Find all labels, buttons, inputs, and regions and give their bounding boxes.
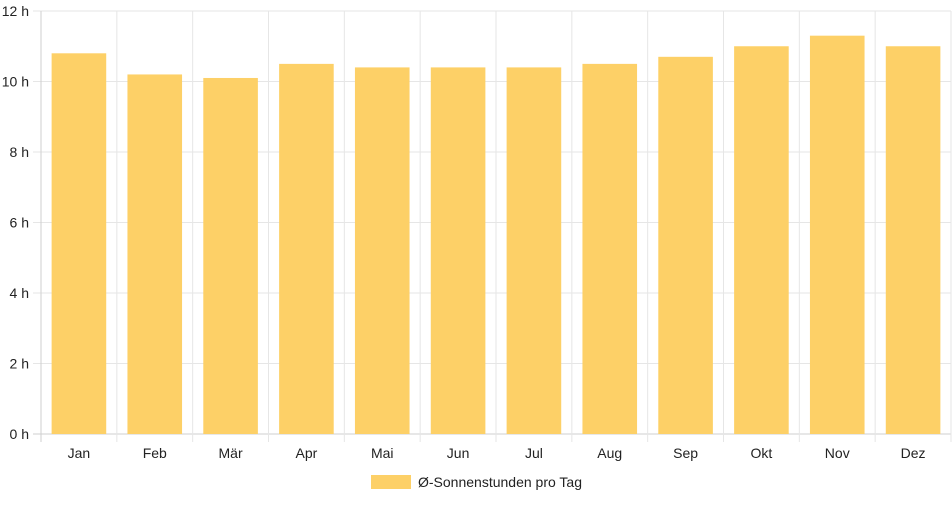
y-tick-label: 10 h <box>2 74 29 90</box>
y-tick-label: 0 h <box>10 426 29 442</box>
axes: 0 h 2 h 4 h 6 h 8 h 10 h 12 h Jan Feb Mär Apr Mai Ju… <box>2 3 926 461</box>
x-tick-label: Jul <box>525 445 543 461</box>
legend-label[interactable]: Ø-Sonnenstunden pro Tag <box>418 474 582 490</box>
bar-mai[interactable] <box>354 67 410 435</box>
y-tick-label: 2 h <box>10 356 29 372</box>
bar-jul[interactable] <box>506 67 562 435</box>
y-tick-label: 12 h <box>2 3 29 19</box>
bar-sep[interactable] <box>658 56 713 434</box>
x-tick-label: Mai <box>371 445 394 461</box>
bar-jun[interactable] <box>430 67 486 435</box>
x-tick-label: Jun <box>447 445 470 461</box>
x-tick-label: Sep <box>673 445 698 461</box>
x-tick-label: Dez <box>901 445 926 461</box>
x-tick-label: Apr <box>296 445 318 461</box>
x-tick-label: Aug <box>597 445 622 461</box>
bar-feb[interactable] <box>127 74 183 434</box>
bar-okt[interactable] <box>734 46 789 434</box>
bar-aug[interactable] <box>582 63 638 434</box>
legend: Ø-Sonnenstunden pro Tag <box>371 474 582 490</box>
x-tick-label: Mär <box>219 445 243 461</box>
bar-nov[interactable] <box>809 35 865 435</box>
bar-apr[interactable] <box>279 63 334 434</box>
x-tick-label: Okt <box>751 445 773 461</box>
y-tick-label: 4 h <box>10 285 29 301</box>
y-tick-label: 8 h <box>10 144 29 160</box>
bar-series <box>51 35 941 435</box>
legend-swatch[interactable] <box>371 475 411 489</box>
bar-mär[interactable] <box>203 77 258 434</box>
grid-lines <box>33 10 952 442</box>
bar-jan[interactable] <box>51 53 107 435</box>
y-tick-label: 6 h <box>10 215 29 231</box>
x-tick-label: Feb <box>143 445 167 461</box>
x-tick-label: Jan <box>68 445 91 461</box>
bar-dez[interactable] <box>885 46 941 434</box>
x-tick-label: Nov <box>825 445 850 461</box>
